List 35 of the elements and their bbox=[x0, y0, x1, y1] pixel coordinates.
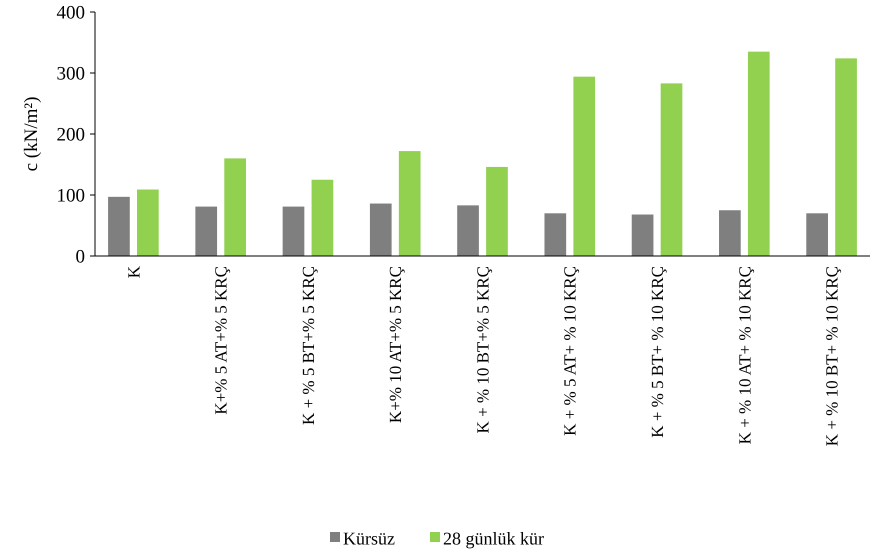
bar bbox=[312, 180, 334, 256]
bar bbox=[224, 158, 246, 256]
y-tick-label: 100 bbox=[56, 186, 85, 207]
legend-label: 28 günlük kür bbox=[443, 528, 544, 548]
y-tick-label: 0 bbox=[76, 246, 85, 268]
bar bbox=[835, 58, 857, 256]
bar bbox=[137, 190, 159, 256]
x-tick-label: K+% 5 AT+% 5 KRÇ bbox=[212, 266, 231, 415]
x-tick-label: K bbox=[124, 265, 144, 278]
x-tick-label: K + % 10 BT+% 5 KRÇ bbox=[473, 266, 492, 434]
bar bbox=[108, 196, 130, 256]
bar bbox=[486, 166, 508, 256]
x-tick-label: K + % 5 BT+ % 10 KRÇ bbox=[648, 266, 667, 438]
x-tick-label: K + % 5 BT+% 5 KRÇ bbox=[298, 266, 318, 425]
x-tick-label: K+% 10 AT+% 5 KRÇ bbox=[386, 266, 406, 424]
x-tick-label: K + % 10 BT+ % 10 KRÇ bbox=[822, 266, 842, 446]
bar bbox=[457, 205, 479, 256]
y-tick-label: 300 bbox=[56, 64, 85, 85]
bar bbox=[719, 210, 741, 256]
bar bbox=[195, 206, 218, 256]
y-tick-label: 400 bbox=[56, 2, 85, 24]
x-tick-label: K + % 10 AT+ % 10 KRÇ bbox=[735, 266, 754, 444]
bar bbox=[660, 83, 682, 256]
y-tick-label: 200 bbox=[56, 124, 85, 146]
bar bbox=[573, 76, 596, 256]
bar bbox=[748, 52, 770, 256]
bar bbox=[632, 214, 654, 256]
bar bbox=[282, 206, 304, 256]
x-tick-label: K + % 5 AT+ % 10 KRÇ bbox=[560, 266, 580, 436]
bar bbox=[544, 213, 566, 256]
bar bbox=[806, 213, 828, 256]
bar bbox=[398, 151, 421, 256]
bar bbox=[370, 204, 392, 256]
legend-label: Kürsüz bbox=[343, 528, 395, 548]
y-axis-title: c (kN/m²) bbox=[21, 96, 42, 172]
